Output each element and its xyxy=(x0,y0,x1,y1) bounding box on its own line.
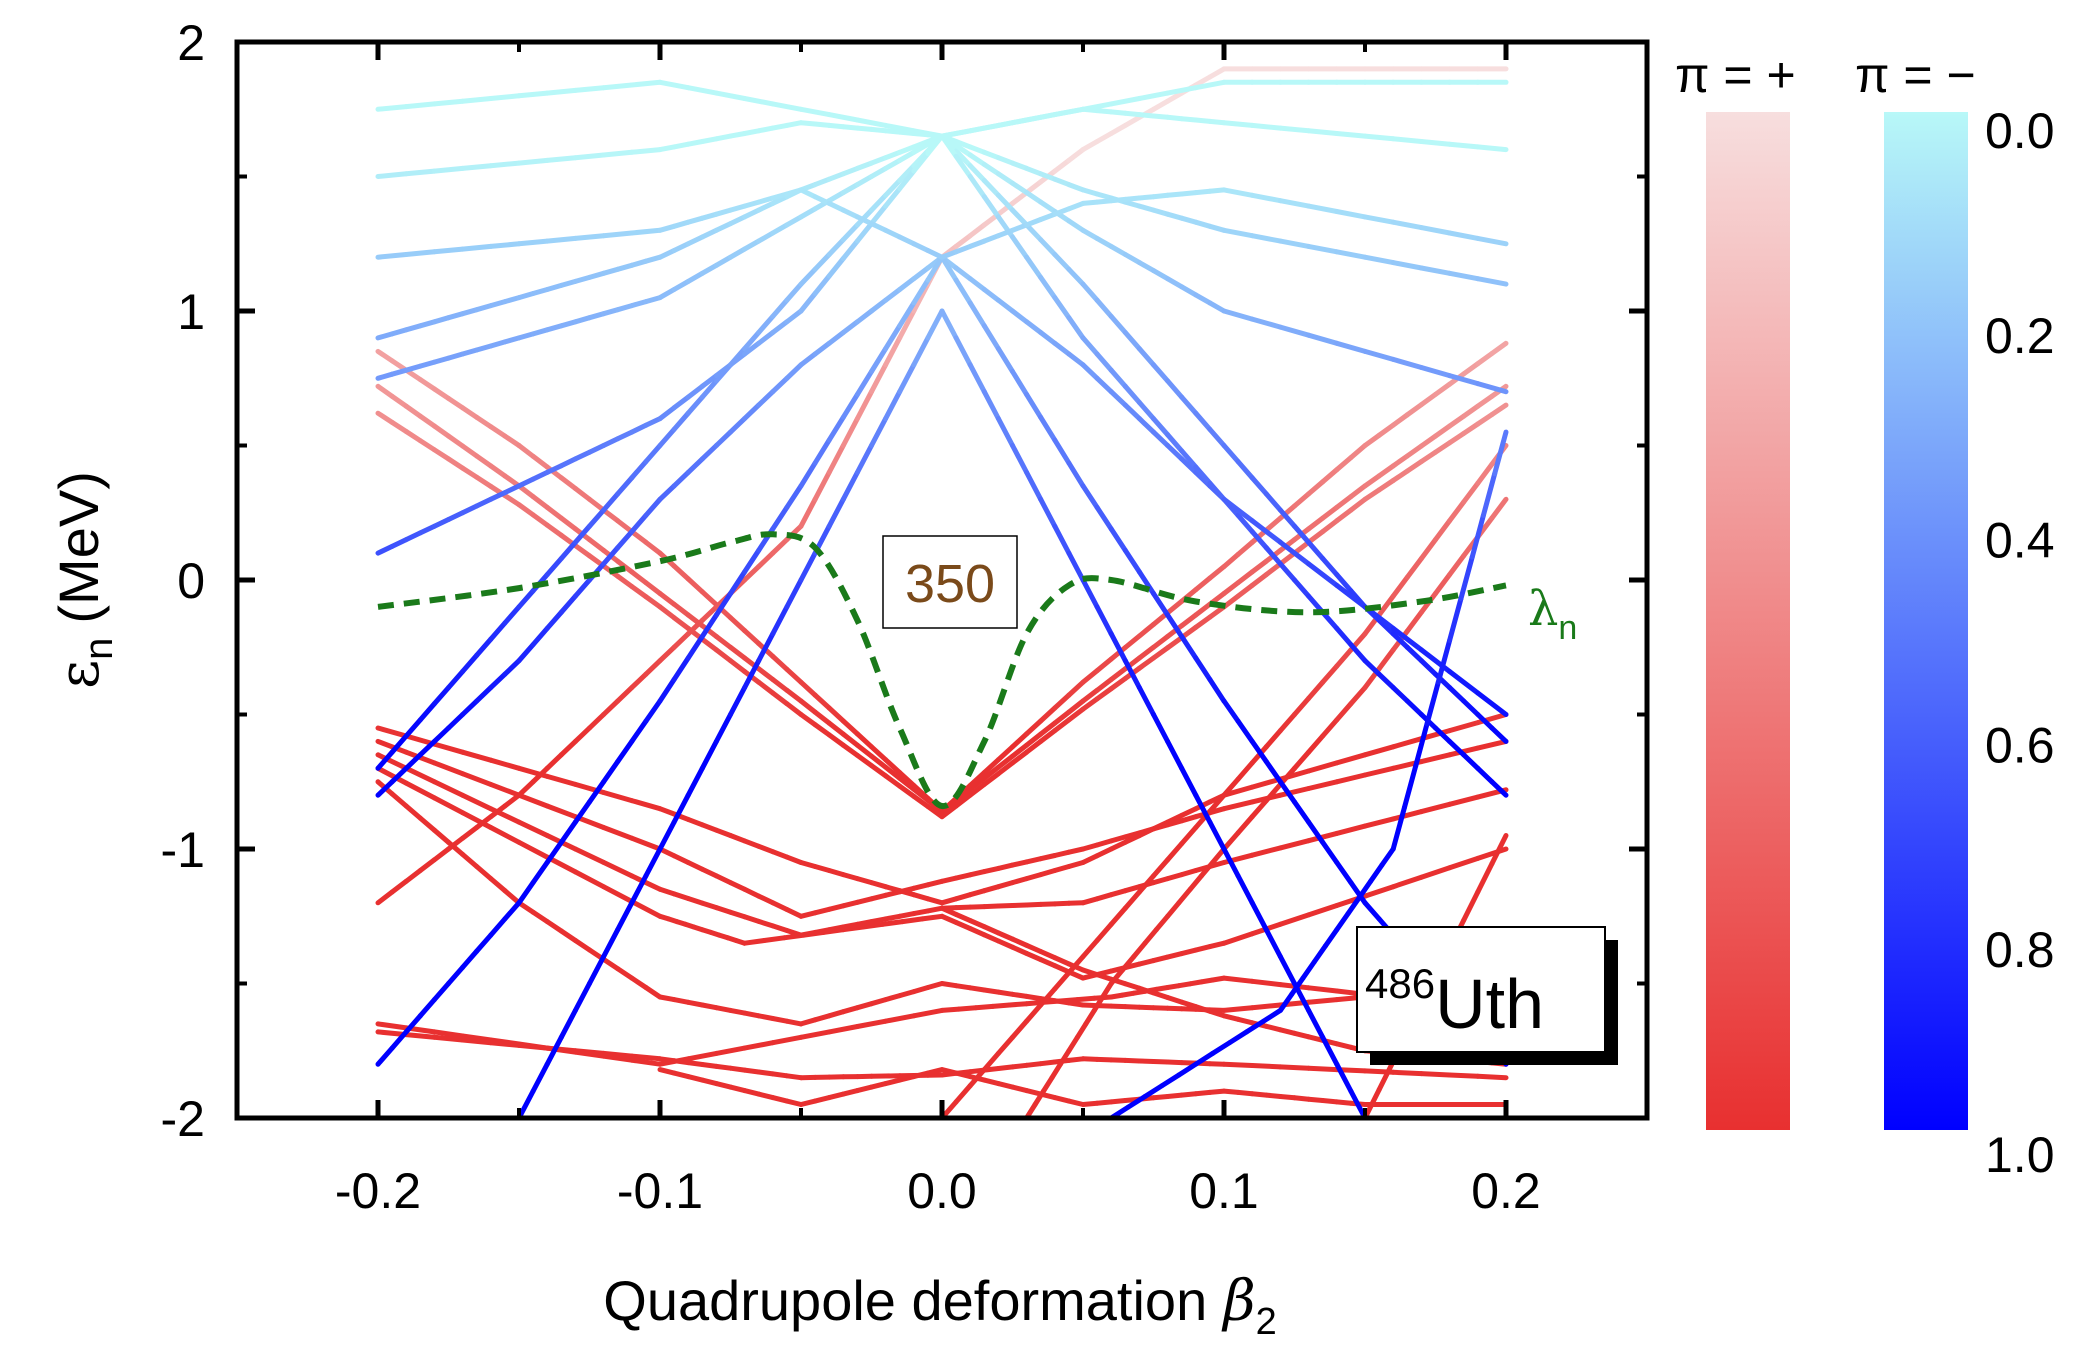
fermi-level-group xyxy=(377,531,1507,809)
y-tick-label: 0 xyxy=(177,553,205,609)
colorbar-tick-label: 0.6 xyxy=(1985,717,2055,773)
level-curve-6 xyxy=(375,765,1509,981)
level-curve-2 xyxy=(375,340,1509,814)
nucleus-label: 486Uth xyxy=(1365,960,1544,1043)
parity-minus-label: π = − xyxy=(1855,47,1976,103)
colorbar-tick-labels: 0.0 0.2 0.4 0.6 0.8 1.0 xyxy=(1985,103,2055,1183)
x-tick-label: 0.0 xyxy=(907,1163,977,1219)
y-tick-label: -2 xyxy=(161,1091,205,1147)
y-tick-label: 2 xyxy=(177,15,205,71)
level-curve-11 xyxy=(657,1067,1509,1107)
colorbar-tick-label: 0.2 xyxy=(1985,308,2055,364)
level-curve-1 xyxy=(375,402,1509,820)
level-curve-20 xyxy=(375,133,1509,717)
level-curve-17 xyxy=(375,133,1509,771)
x-tick-label: 0.1 xyxy=(1189,1163,1259,1219)
y-axis-title: εn(MeV) xyxy=(47,471,121,689)
colorbar-tick-label: 0.0 xyxy=(1985,103,2055,159)
axis-ticks xyxy=(235,39,1649,1121)
colorbar-positive-parity xyxy=(1706,112,1790,1130)
level-curve-26 xyxy=(1108,429,1509,1118)
colorbar-tick-label: 1.0 xyxy=(1985,1127,2055,1183)
y-tick-labels: -2 -1 0 1 2 xyxy=(161,15,205,1147)
level-curve-22 xyxy=(375,133,1509,341)
colorbar-tick-label: 0.4 xyxy=(1985,513,2055,569)
level-curve-14 xyxy=(939,443,1509,1118)
colorbar-negative-parity xyxy=(1884,112,1968,1130)
level-curve-23 xyxy=(375,106,1509,179)
x-axis-title: Quadrupole deformation β2 xyxy=(603,1269,1276,1343)
level-curve-21 xyxy=(375,133,1509,395)
level-curve-18 xyxy=(375,254,1509,1067)
y-tick-label: -1 xyxy=(161,822,205,878)
x-tick-label: -0.2 xyxy=(335,1163,421,1219)
level-curve-8 xyxy=(375,975,1509,1067)
level-curve-25 xyxy=(375,187,1509,260)
x-tick-labels: -0.2 -0.1 0.0 0.1 0.2 xyxy=(335,1163,1541,1219)
x-tick-label: 0.2 xyxy=(1471,1163,1541,1219)
fermi-level-label: λn xyxy=(1528,581,1577,647)
level-curve-24 xyxy=(375,79,1509,139)
shell-gap-box xyxy=(882,535,1018,629)
shell-gap-label: 350 xyxy=(905,554,995,614)
colorbar-tick-label: 0.8 xyxy=(1985,922,2055,978)
single-particle-levels xyxy=(375,66,1509,1118)
x-tick-label: -0.1 xyxy=(617,1163,703,1219)
level-curve-19 xyxy=(516,308,1509,1118)
parity-plus-label: π = + xyxy=(1675,47,1796,103)
nucleus-label-box xyxy=(1356,926,1606,1053)
fermi-level-line xyxy=(377,531,1507,809)
y-tick-label: 1 xyxy=(177,284,205,340)
level-curve-4 xyxy=(375,738,1509,919)
